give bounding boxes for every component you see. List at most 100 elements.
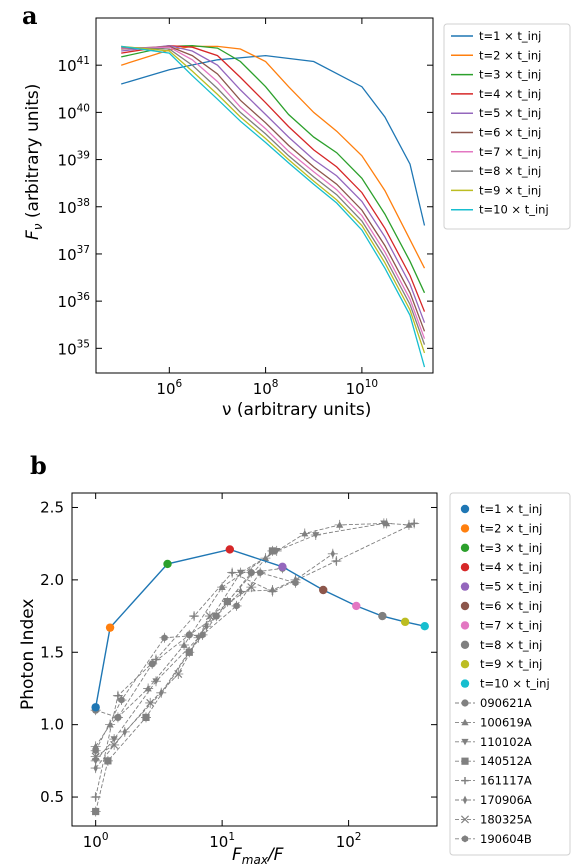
observed-line-140512A	[95, 550, 273, 812]
observed-point-170906A-5	[270, 585, 275, 595]
a-xtick-label-0: 106	[156, 378, 182, 398]
observed-point-140512A-0	[92, 807, 100, 816]
observed-point-161117A-1	[114, 692, 122, 700]
model-line	[95, 548, 425, 708]
observed-point-161117A-4	[228, 569, 236, 577]
observed-point-180325A-3	[174, 669, 183, 679]
observed-point-190604B-3	[199, 631, 206, 639]
observed-point-140512A-1	[104, 757, 112, 765]
observed-point-170906A-2	[159, 688, 164, 698]
observed-point-100619A-6	[301, 529, 309, 537]
observed-point-090621A-2	[148, 660, 156, 668]
legend-b-model-marker-6	[460, 601, 470, 611]
b-ytick-label-4: 2.5	[40, 498, 64, 516]
legend-b-model-marker-2	[460, 524, 470, 533]
panel-b-legend: t=1 × t_inj t=2 × t_inj t=3 × t_inj t=4 × t…	[449, 492, 571, 856]
observed-point-110102A-6	[312, 532, 320, 539]
panel-b-model	[91, 545, 429, 712]
legend-b-model-label-2: t=2 × t_inj	[480, 521, 542, 535]
b-ytick-label-0: 0.5	[40, 788, 64, 806]
legend-b-obs-marker-161117A	[461, 777, 469, 785]
b-xtick-label-2: 102	[336, 831, 362, 851]
observed-line-180325A	[95, 586, 252, 757]
model-point-4	[225, 545, 235, 554]
a-ytick-label-4: 1039	[58, 150, 90, 170]
model-point-3	[163, 559, 172, 569]
legend-b-model-marker-3	[460, 543, 470, 552]
observed-point-190604B-2	[161, 634, 168, 642]
observed-point-190604B-4	[233, 602, 240, 610]
series-line-2	[121, 45, 426, 269]
observed-point-090621A-3	[185, 631, 193, 639]
observed-point-100619A-9	[405, 521, 413, 528]
series-line-3	[121, 44, 426, 294]
panel-b-ylabel: Photon Index	[18, 599, 38, 710]
legend-b-obs-label-170906A: 170906A	[480, 793, 532, 807]
model-point-7	[352, 601, 361, 611]
panel-b-legend-box	[449, 492, 571, 856]
legend-a-label-8: t=8 × t_inj	[479, 164, 541, 178]
model-point-5	[278, 562, 287, 572]
panel-b: 100 101 102 0.5 1.0 1.5 2.0 2.5 Fmax/F Photon I…	[18, 492, 571, 864]
panel-a-legend-box	[443, 23, 571, 230]
legend-b-model-marker-4	[460, 563, 470, 572]
series-line-4	[121, 44, 426, 312]
legend-b-model-label-9: t=9 × t_inj	[480, 657, 542, 671]
observed-point-190604B-1	[118, 696, 125, 704]
a-ytick-label-6: 1041	[58, 55, 90, 75]
observed-point-180325A-2	[146, 698, 155, 707]
panel-b-xlabel: Fmax/F	[232, 845, 284, 864]
legend-b-obs-marker-180325A	[460, 815, 470, 824]
observed-point-180325A-0	[91, 752, 100, 761]
legend-b-model-label-1: t=1 × t_inj	[480, 502, 542, 516]
b-ytick-label-1: 1.0	[40, 716, 64, 734]
observed-point-140512A-3	[185, 648, 193, 656]
observed-point-090621A-5	[247, 569, 255, 577]
observed-point-161117A-0	[92, 793, 100, 801]
series-line-8	[121, 46, 426, 345]
observed-point-180325A-4	[205, 612, 214, 621]
observed-line-161117A	[95, 522, 415, 798]
observed-point-161117A-3	[190, 612, 198, 620]
legend-b-obs-marker-090621A	[461, 699, 469, 707]
panel-b-axes-frame	[71, 492, 438, 827]
legend-b-model-marker-9	[460, 660, 470, 669]
panel-b-ticks: 100 101 102 0.5 1.0 1.5 2.0 2.5	[40, 493, 437, 851]
legend-a-label-6: t=6 × t_inj	[479, 126, 541, 140]
a-ytick-label-2: 1037	[58, 244, 90, 264]
legend-b-model-marker-8	[460, 640, 470, 649]
observed-point-100619A-7	[336, 521, 344, 528]
legend-b-model-label-10: t=10 × t_inj	[480, 677, 550, 691]
b-ytick-label-2: 1.5	[40, 643, 64, 661]
observed-line-170906A	[95, 553, 334, 769]
panel-a-letter: a	[22, 1, 38, 30]
legend-b-model-marker-1	[460, 504, 470, 514]
observed-point-180325A-1	[110, 740, 119, 749]
series-line-10	[121, 45, 426, 368]
legend-b-obs-marker-170906A	[462, 795, 468, 805]
observed-point-161117A-7	[410, 519, 418, 528]
b-xtick-label-0: 100	[83, 831, 109, 851]
a-ytick-label-5: 1040	[58, 102, 90, 122]
series-line-6	[121, 45, 426, 332]
observed-point-190604B-6	[292, 579, 299, 587]
legend-b-model-label-7: t=7 × t_inj	[480, 618, 542, 632]
observed-point-180325A-5	[247, 583, 256, 592]
series-line-9	[121, 45, 426, 354]
model-point-10	[420, 622, 429, 631]
panel-a-ticks: 106 108 1010 1035 1036 1037 1038 1039 1040 1041	[58, 18, 433, 398]
legend-b-model-label-8: t=8 × t_inj	[480, 638, 542, 652]
legend-b-model-label-3: t=3 × t_inj	[480, 541, 542, 555]
model-point-2	[105, 623, 115, 632]
observed-point-110102A-1	[110, 736, 118, 743]
model-point-1	[91, 703, 100, 712]
legend-b-obs-label-090621A: 090621A	[480, 696, 532, 710]
legend-b-obs-label-110102A: 110102A	[480, 735, 532, 749]
legend-b-obs-marker-140512A	[461, 757, 469, 765]
observed-point-110102A-2	[152, 678, 160, 685]
observed-point-140512A-5	[268, 547, 277, 555]
observed-point-170906A-7	[330, 549, 335, 559]
a-ytick-label-0: 1035	[58, 338, 90, 358]
a-ytick-label-1: 1036	[58, 291, 91, 311]
